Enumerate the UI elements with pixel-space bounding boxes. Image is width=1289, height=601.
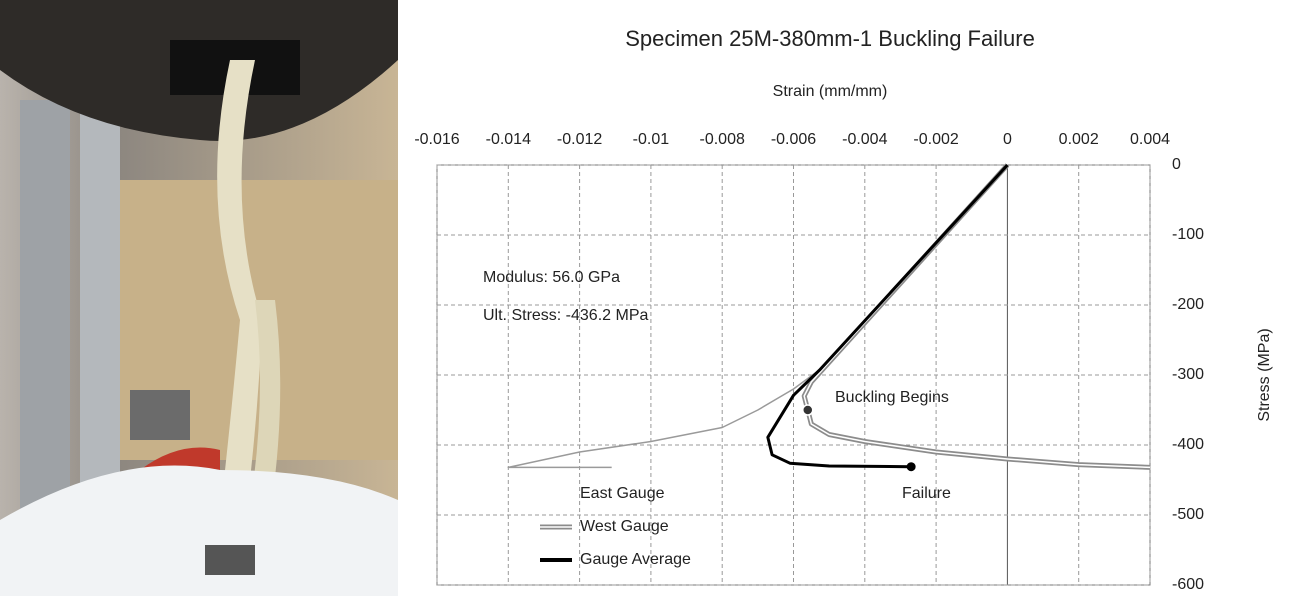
series-line bbox=[804, 165, 1150, 467]
x-tick-label: -0.01 bbox=[633, 131, 670, 148]
series-line bbox=[768, 165, 1008, 467]
x-tick-label: -0.002 bbox=[913, 131, 958, 148]
annotation: Modulus: 56.0 GPa bbox=[483, 269, 620, 286]
buckling-marker bbox=[803, 405, 813, 415]
x-tick-label: 0.002 bbox=[1059, 131, 1099, 148]
y-tick-label: 0 bbox=[1172, 156, 1181, 173]
line-highlight bbox=[804, 165, 1150, 467]
legend-label: Gauge Average bbox=[580, 551, 691, 568]
annotation: Failure bbox=[902, 485, 951, 502]
x-tick-label: -0.006 bbox=[771, 131, 816, 148]
y-tick-label: -300 bbox=[1172, 366, 1204, 383]
y-tick-label: -600 bbox=[1172, 576, 1204, 593]
photo bbox=[0, 0, 398, 596]
x-tick-label: -0.016 bbox=[414, 131, 459, 148]
x-tick-label: 0.004 bbox=[1130, 131, 1170, 148]
y-tick-label: -100 bbox=[1172, 226, 1204, 243]
x-tick-label: -0.008 bbox=[700, 131, 745, 148]
chart-title: Specimen 25M-380mm-1 Buckling Failure bbox=[625, 26, 1035, 51]
x-tick-label: -0.014 bbox=[486, 131, 531, 148]
x-tick-label: -0.004 bbox=[842, 131, 887, 148]
x-axis-label: Strain (mm/mm) bbox=[773, 83, 888, 100]
figure: Specimen 25M-380mm-1 Buckling Failure St… bbox=[0, 0, 1289, 596]
annotation: Buckling Begins bbox=[835, 389, 949, 406]
annotation: Ult. Stress: -436.2 MPa bbox=[483, 307, 648, 324]
y-tick-label: -500 bbox=[1172, 506, 1204, 523]
failure-marker bbox=[907, 462, 916, 471]
y-tick-label: -200 bbox=[1172, 296, 1204, 313]
y-axis-label: Stress (MPa) bbox=[1256, 328, 1273, 421]
y-tick-label: -400 bbox=[1172, 436, 1204, 453]
x-tick-label: 0 bbox=[1003, 131, 1012, 148]
x-tick-label: -0.012 bbox=[557, 131, 602, 148]
legend-label: West Gauge bbox=[580, 518, 669, 535]
legend-label: East Gauge bbox=[580, 485, 665, 502]
